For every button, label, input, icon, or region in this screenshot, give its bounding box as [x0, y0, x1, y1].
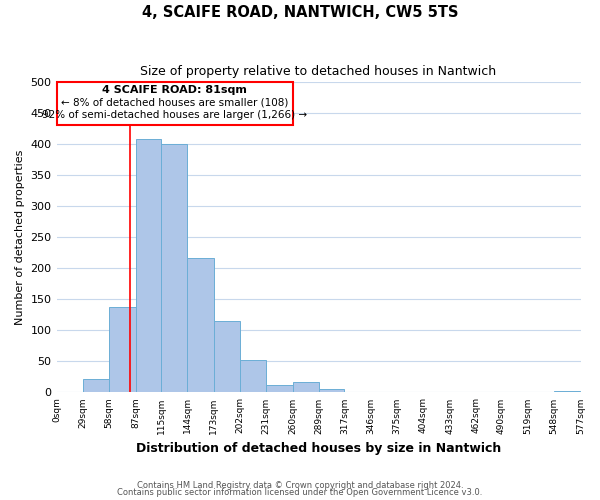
Text: 92% of semi-detached houses are larger (1,266) →: 92% of semi-detached houses are larger (… [42, 110, 307, 120]
Title: Size of property relative to detached houses in Nantwich: Size of property relative to detached ho… [140, 65, 497, 78]
Bar [83, 379, 109, 392]
Bar [319, 390, 344, 392]
X-axis label: Distribution of detached houses by size in Nantwich: Distribution of detached houses by size … [136, 442, 501, 455]
Bar [56, 82, 293, 126]
Bar [214, 321, 240, 392]
Bar [554, 390, 580, 392]
Bar [293, 382, 319, 392]
Text: Contains HM Land Registry data © Crown copyright and database right 2024.: Contains HM Land Registry data © Crown c… [137, 480, 463, 490]
Bar [109, 306, 136, 392]
Bar [136, 139, 161, 392]
Text: ← 8% of detached houses are smaller (108): ← 8% of detached houses are smaller (108… [61, 98, 288, 108]
Bar [266, 385, 293, 392]
Text: Contains public sector information licensed under the Open Government Licence v3: Contains public sector information licen… [118, 488, 482, 497]
Text: 4, SCAIFE ROAD, NANTWICH, CW5 5TS: 4, SCAIFE ROAD, NANTWICH, CW5 5TS [142, 5, 458, 20]
Text: 4 SCAIFE ROAD: 81sqm: 4 SCAIFE ROAD: 81sqm [102, 84, 247, 94]
Y-axis label: Number of detached properties: Number of detached properties [15, 150, 25, 325]
Bar [187, 258, 214, 392]
Bar [240, 360, 266, 392]
Bar [161, 144, 187, 392]
